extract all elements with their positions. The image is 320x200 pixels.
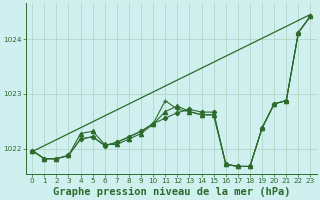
X-axis label: Graphe pression niveau de la mer (hPa): Graphe pression niveau de la mer (hPa)	[52, 186, 290, 197]
